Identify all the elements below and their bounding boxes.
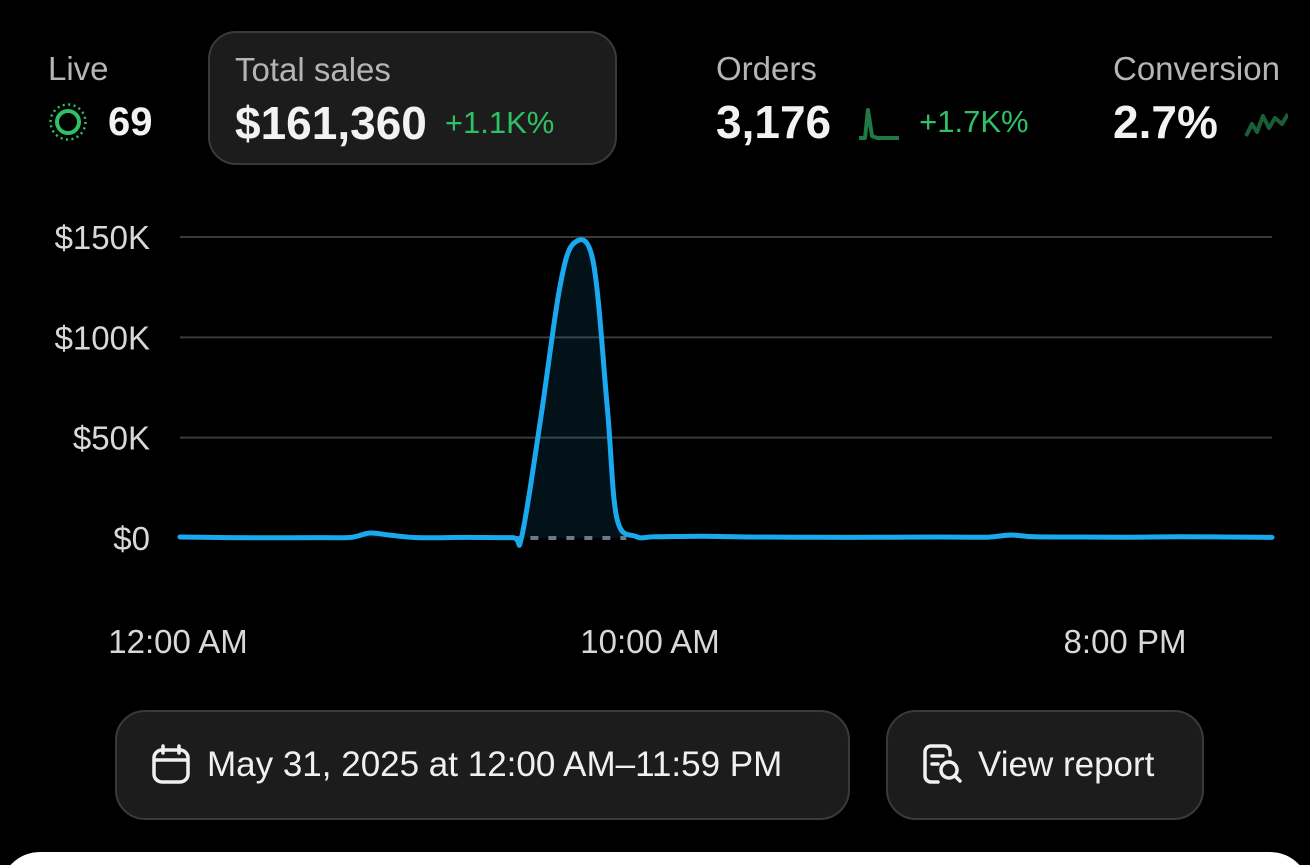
x-tick-label: 12:00 AM xyxy=(108,623,247,660)
live-pulse-icon xyxy=(49,103,87,141)
sales-line xyxy=(177,237,1275,548)
date-range-label: May 31, 2025 at 12:00 AM–11:59 PM xyxy=(207,745,783,784)
metric-conversion[interactable]: Conversion 2.7% xyxy=(1113,50,1288,148)
report-search-icon xyxy=(923,744,962,784)
sales-chart-svg: $150K $100K $50K $0 12:00 AM 10:00 AM 8:00 PM xyxy=(55,219,1275,660)
metric-change-badge: +1.1K% xyxy=(444,105,555,140)
view-report-label: View report xyxy=(978,745,1155,784)
metric-orders[interactable]: Orders 3,176 +1.7K% xyxy=(716,50,1029,148)
orders-sparkline-icon xyxy=(859,108,900,140)
y-tick-label: $100K xyxy=(55,319,150,356)
metric-value: 3,176 xyxy=(716,96,832,148)
metric-strip: Live 69 Total sales $161,360 +1.1K% Orde… xyxy=(0,0,1310,200)
view-report-button[interactable]: View report xyxy=(886,710,1204,820)
metric-value: 2.7% xyxy=(1113,96,1218,148)
metric-value: 69 xyxy=(108,100,153,144)
x-tick-label: 8:00 PM xyxy=(1064,623,1187,660)
y-tick-label: $50K xyxy=(73,420,150,457)
metric-label: Live xyxy=(48,50,109,87)
metric-change-badge: +1.7K% xyxy=(919,104,1029,139)
metric-live[interactable]: Live 69 xyxy=(48,50,153,148)
metric-value: $161,360 xyxy=(235,97,427,149)
metric-label: Total sales xyxy=(235,51,391,88)
sales-area-fill xyxy=(180,239,1272,546)
metric-label: Orders xyxy=(716,50,817,87)
conversion-sparkline-icon xyxy=(1244,112,1288,137)
date-range-button[interactable]: May 31, 2025 at 12:00 AM–11:59 PM xyxy=(115,710,850,820)
metric-total-sales[interactable]: Total sales $161,360 +1.1K% xyxy=(208,31,617,165)
sales-chart[interactable]: $150K $100K $50K $0 12:00 AM 10:00 AM 8:00 PM xyxy=(0,200,1310,680)
y-tick-label: $0 xyxy=(113,520,150,557)
bottom-sheet-handle[interactable] xyxy=(0,852,1310,865)
y-tick-label: $150K xyxy=(55,219,150,256)
calendar-icon xyxy=(152,744,190,784)
x-tick-label: 10:00 AM xyxy=(580,623,719,660)
metric-label: Conversion xyxy=(1113,50,1280,87)
